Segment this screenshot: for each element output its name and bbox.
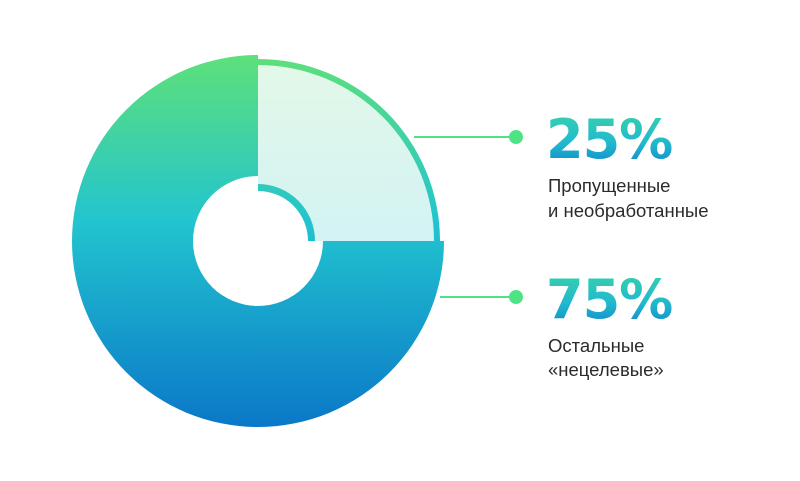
leader-dot-1 (509, 130, 523, 144)
leader-dot-2 (509, 290, 523, 304)
slice-1-caption-line-1: Пропущенные (548, 175, 670, 196)
slice-2-caption-line-1: Остальные (548, 335, 644, 356)
slice-2-caption-line-2: «нецелевые» (548, 359, 664, 380)
slice-1-caption-line-2: и необработанные (548, 200, 709, 221)
donut-slice-2 (72, 55, 444, 427)
slice-1-percentage: 25% (546, 108, 672, 171)
slice-2-percentage: 75% (546, 268, 672, 331)
donut-slice-1 (258, 65, 434, 241)
